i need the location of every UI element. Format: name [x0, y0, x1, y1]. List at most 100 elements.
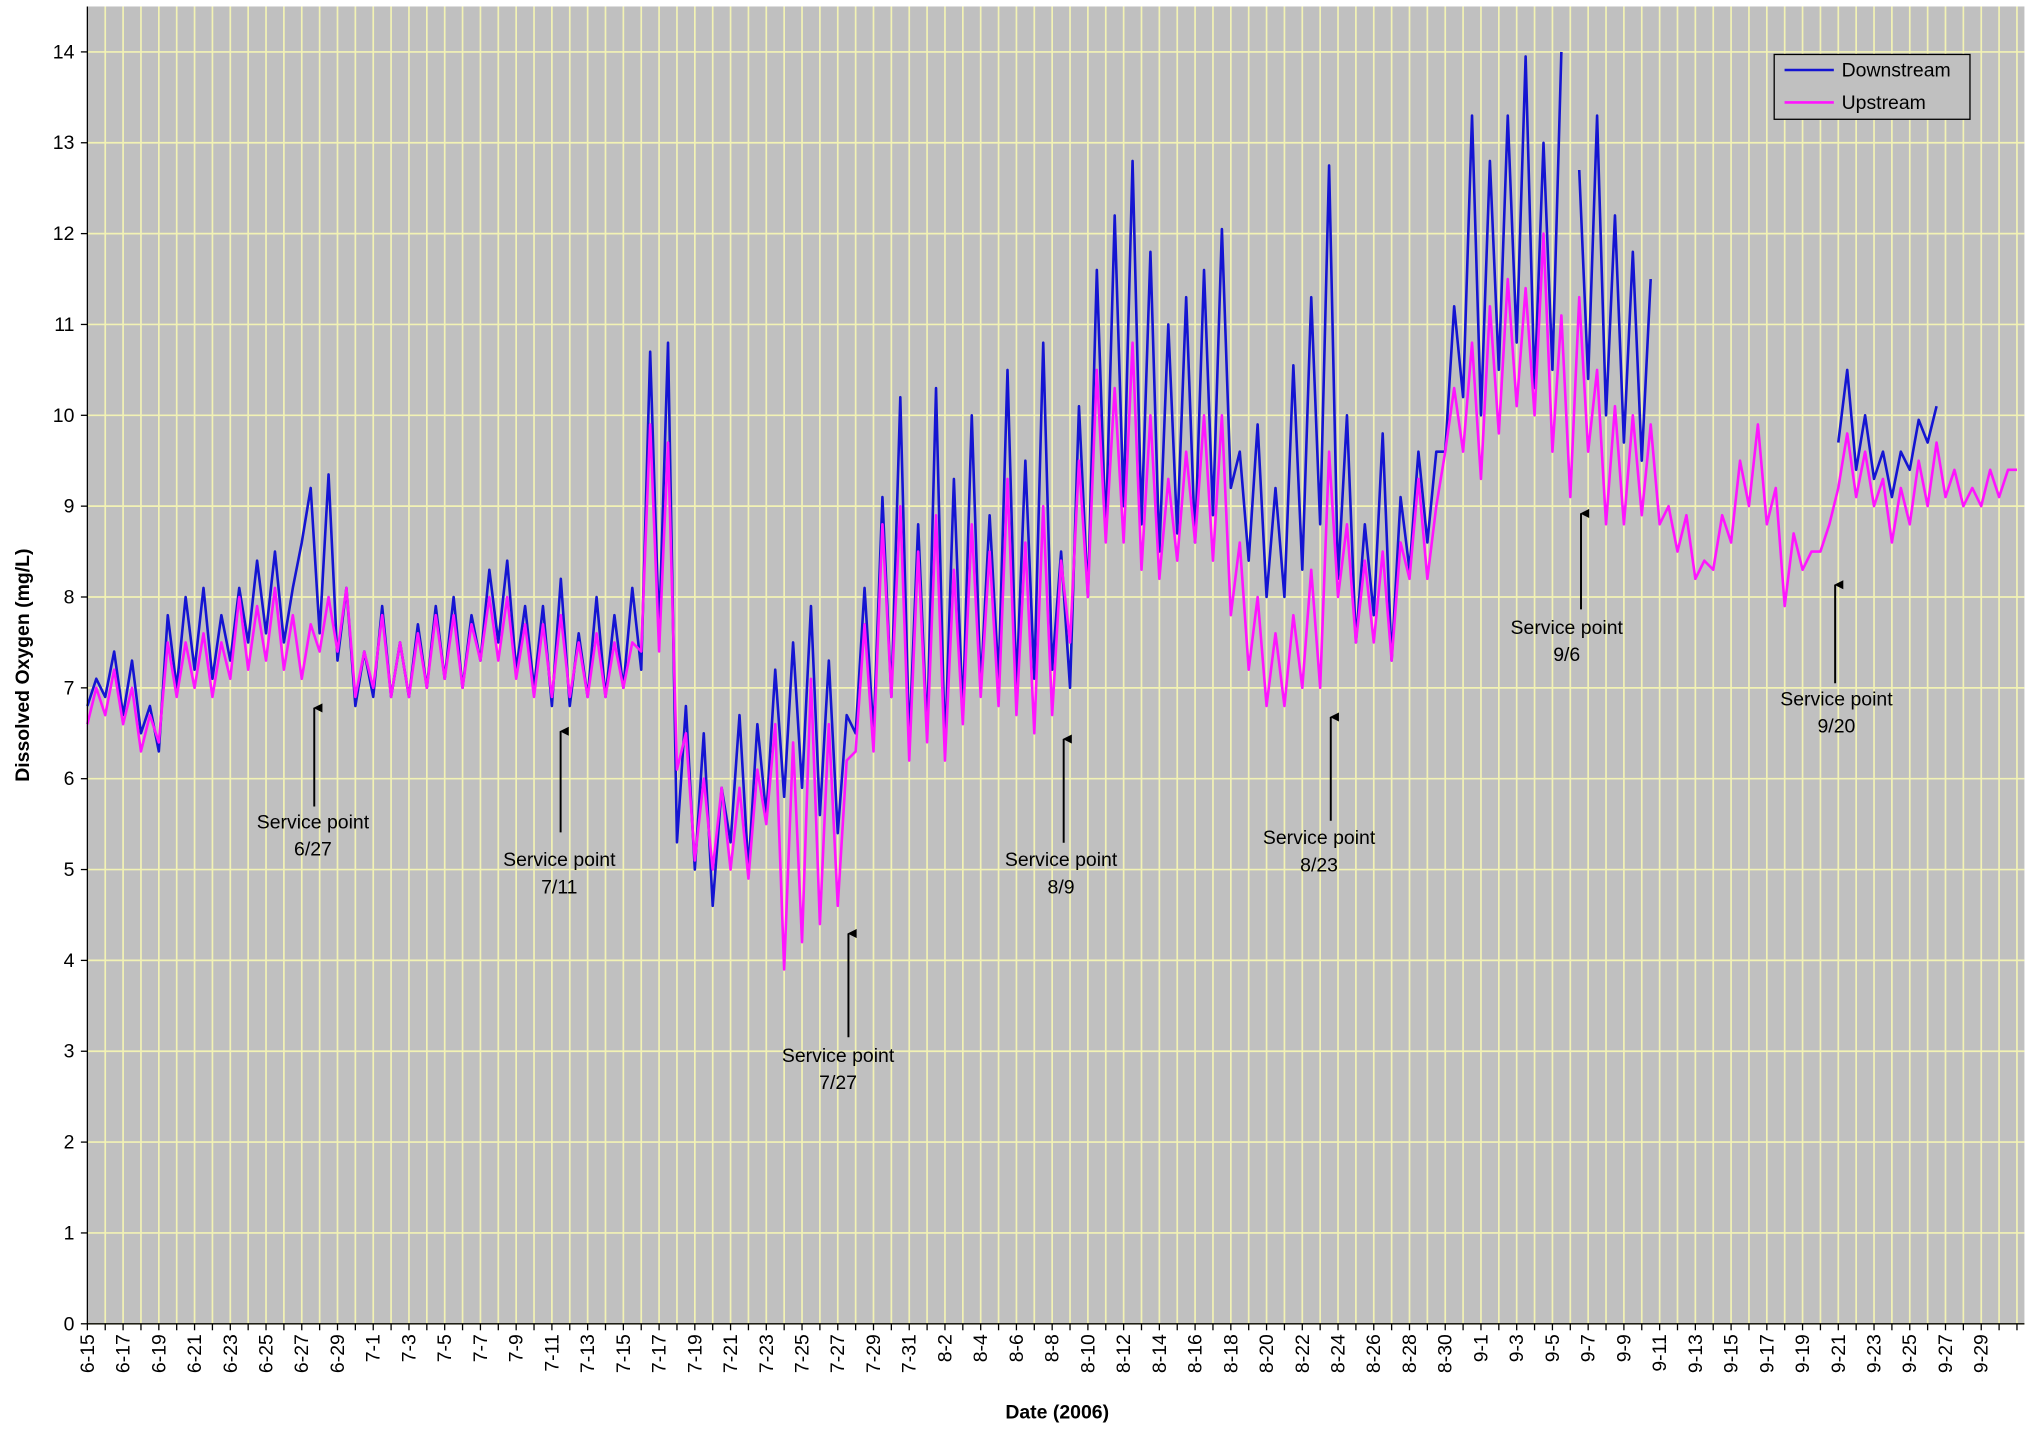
x-tick-label: 9-9	[1613, 1334, 1635, 1362]
x-tick-label: 9-7	[1578, 1334, 1600, 1362]
y-tick-label: 2	[64, 1132, 75, 1154]
x-tick-label: 7-19	[684, 1334, 706, 1373]
x-tick-label: 7-25	[792, 1334, 814, 1373]
x-tick-label: 7-15	[613, 1334, 635, 1373]
x-tick-label: 8-4	[970, 1334, 992, 1362]
x-tick-label: 8-20	[1256, 1334, 1278, 1373]
x-tick-label: 7-7	[470, 1334, 492, 1362]
x-tick-label: 9-25	[1899, 1334, 1921, 1373]
x-tick-label: 9-19	[1792, 1334, 1814, 1373]
x-tick-label: 9-17	[1756, 1334, 1778, 1373]
x-tick-label: 6-19	[148, 1334, 170, 1373]
annotation: Service point 9/20	[1780, 580, 1893, 738]
x-tick-label: 9-29	[1971, 1334, 1993, 1373]
x-tick-label: 8-16	[1185, 1334, 1207, 1373]
x-tick-label: 9-11	[1649, 1334, 1671, 1371]
x-tick-label: 6-27	[291, 1334, 313, 1373]
x-tick-label: 8-24	[1328, 1334, 1350, 1373]
y-tick-label: 4	[64, 950, 75, 972]
annotation-label: Service point	[1005, 849, 1118, 871]
x-tick-label: 9-13	[1685, 1334, 1707, 1373]
y-tick-label: 11	[54, 314, 74, 336]
x-tick-label: 7-3	[398, 1334, 420, 1362]
y-tick-label: 6	[64, 768, 75, 790]
annotation-date: 8/9	[1048, 876, 1075, 898]
y-tick-label: 7	[64, 677, 75, 699]
x-tick-label: 9-1	[1470, 1334, 1492, 1362]
series-line	[86, 51, 1938, 908]
x-tick-label: 7-27	[827, 1334, 849, 1373]
x-tick-label: 6-25	[256, 1334, 278, 1373]
annotation: Service point 7/27	[782, 928, 895, 1094]
x-tick-label: 8-30	[1435, 1334, 1457, 1373]
x-tick-label: 9-21	[1828, 1334, 1850, 1373]
x-tick-label: 7-23	[756, 1334, 778, 1373]
annotation: Service point 8/23	[1263, 712, 1376, 876]
y-tick-label: 9	[64, 496, 75, 518]
legend: Downstream Upstream	[1773, 53, 1971, 120]
x-tick-label: 9-23	[1864, 1334, 1886, 1373]
x-tick-label: 8-18	[1220, 1334, 1242, 1373]
annotation-date: 9/20	[1818, 716, 1856, 738]
lines	[86, 51, 2017, 971]
annotation-label: Service point	[503, 849, 616, 871]
annotation-label: Service point	[1780, 688, 1893, 710]
x-tick-label: 8-8	[1042, 1334, 1064, 1362]
annotation: Service point 9/6	[1511, 508, 1624, 666]
x-tick-label: 8-10	[1077, 1334, 1099, 1373]
annotation: Service point 8/9	[1005, 734, 1118, 898]
legend-label: Downstream	[1842, 59, 1951, 81]
annotation: Service point 7/11	[503, 726, 616, 898]
y-tick-label: 13	[53, 132, 75, 154]
x-tick-label: 7-9	[506, 1334, 528, 1362]
x-tick-label: 8-12	[1113, 1334, 1135, 1373]
x-tick-label: 8-14	[1149, 1334, 1171, 1373]
y-tick-label: 12	[53, 223, 75, 245]
x-tick-label: 8-2	[934, 1334, 956, 1362]
y-tick-label: 14	[53, 41, 75, 63]
x-tick-label: 9-5	[1542, 1334, 1564, 1362]
x-tick-label: 7-17	[649, 1334, 671, 1373]
annotation-label: Service point	[1263, 827, 1376, 849]
x-tick-label: 7-1	[363, 1334, 385, 1362]
grid	[87, 6, 2025, 1325]
y-tick-label: 8	[64, 586, 75, 608]
x-tick-label: 7-31	[899, 1334, 921, 1373]
x-tick-label: 7-21	[720, 1334, 742, 1373]
x-tick-label: 9-3	[1506, 1334, 1528, 1362]
y-tick-label: 3	[64, 1041, 75, 1063]
x-tick-label: 8-22	[1292, 1334, 1314, 1373]
annotation-label: Service point	[782, 1045, 895, 1067]
y-axis-title: Dissolved Oxygen (mg/L)	[12, 548, 34, 781]
y-tick-label: 5	[64, 859, 75, 881]
annotation: Service point 6/27	[257, 703, 370, 861]
annotation-date: 9/6	[1553, 644, 1580, 666]
annotation-date: 7/11	[541, 876, 577, 898]
x-tick-label: 9-27	[1935, 1334, 1957, 1373]
x-axis-title: Date (2006)	[1005, 1401, 1109, 1423]
x-tick-label: 8-26	[1363, 1334, 1385, 1373]
legend-label: Upstream	[1842, 92, 1926, 114]
x-tick-label: 6-23	[220, 1334, 242, 1373]
y-tick-label: 1	[64, 1222, 75, 1244]
annotation-date: 8/23	[1300, 854, 1338, 876]
x-tick-label: 6-21	[184, 1334, 206, 1373]
legend-box	[1773, 53, 1971, 120]
x-tick-label: 6-29	[327, 1334, 349, 1373]
x-tick-label: 9-15	[1721, 1334, 1743, 1373]
series-line	[86, 232, 2017, 971]
x-tick-label: 7-5	[434, 1334, 456, 1362]
y-tick-label: 0	[64, 1313, 75, 1335]
annotation-date: 7/27	[819, 1072, 857, 1094]
x-tick-label: 8-6	[1006, 1334, 1028, 1362]
x-tick-label: 6-15	[77, 1334, 99, 1373]
annotation-label: Service point	[257, 812, 370, 834]
annotation-label: Service point	[1511, 617, 1624, 639]
x-tick-label: 7-11	[541, 1334, 563, 1371]
x-tick-label: 8-28	[1399, 1334, 1421, 1373]
x-tick-label: 6-17	[113, 1334, 135, 1373]
x-tick-label: 7-29	[863, 1334, 885, 1373]
